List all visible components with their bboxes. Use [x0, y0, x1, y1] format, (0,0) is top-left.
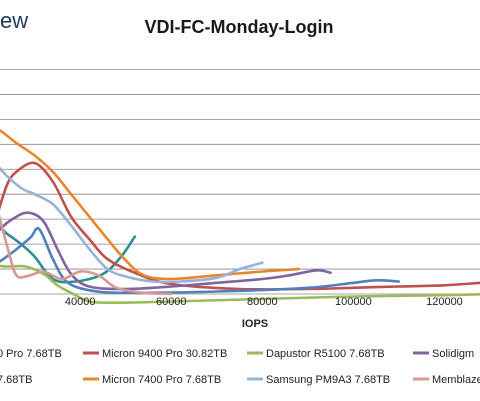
x-axis-label: IOPS	[242, 318, 268, 330]
series-line-6	[0, 166, 264, 284]
series-line-3	[0, 211, 332, 291]
x-tick-label-0: 40000	[65, 296, 96, 308]
series-line-5	[0, 128, 301, 281]
x-tick-label-2: 80000	[247, 296, 278, 308]
legend-label-6: Samsung PM9A3 7.68TB	[266, 374, 390, 386]
legend-label-7: Memblaze	[432, 374, 480, 386]
series-lines	[0, 128, 480, 305]
legend: 0 Pro 7.68TB Micron 9400 Pro 30.82TB Dapus…	[0, 348, 480, 386]
series-line-4	[0, 227, 401, 295]
legend-label-2: Dapustor R5100 7.68TB	[266, 348, 385, 360]
series-line-2	[0, 264, 480, 305]
legend-label-4: 7.68TB	[0, 374, 32, 386]
gridlines	[0, 69, 480, 295]
legend-label-0: 0 Pro 7.68TB	[0, 348, 62, 360]
legend-label-1: Micron 9400 Pro 30.82TB	[102, 348, 227, 360]
x-tick-label-4: 120000	[426, 296, 463, 308]
series-line-7	[0, 214, 173, 296]
series-line-1	[0, 161, 480, 291]
x-tick-labels: 40000 60000 80000 100000 120000	[65, 296, 463, 308]
chart-title: VDI-FC-Monday-Login	[145, 17, 334, 37]
x-tick-label-1: 60000	[156, 296, 187, 308]
legend-label-5: Micron 7400 Pro 7.68TB	[102, 374, 221, 386]
x-tick-label-3: 100000	[335, 296, 372, 308]
legend-label-3: Solidigm	[432, 348, 474, 360]
brand-logo-fragment: ew	[0, 8, 28, 33]
